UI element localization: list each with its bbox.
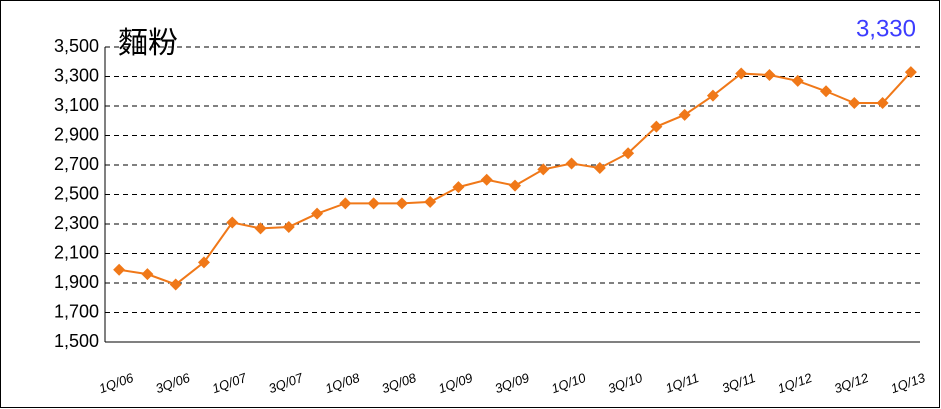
data-point (169, 278, 182, 291)
data-point (593, 161, 606, 174)
data-point (904, 66, 917, 79)
y-tick-label: 2,700 (54, 154, 99, 174)
data-point (537, 163, 550, 176)
data-point (282, 220, 295, 233)
data-point (141, 268, 154, 281)
data-point (339, 197, 352, 210)
y-tick-label: 2,100 (54, 242, 99, 262)
y-tick-label: 2,900 (54, 124, 99, 144)
data-point (424, 195, 437, 208)
annotation: 3,330 (856, 15, 916, 42)
data-point (254, 222, 267, 235)
data-point (395, 197, 408, 210)
data-point (622, 147, 635, 160)
data-point (706, 89, 719, 102)
y-tick-label: 1,700 (54, 301, 99, 321)
data-point (452, 181, 465, 194)
data-point (848, 97, 861, 110)
data-point (226, 216, 239, 229)
data-point (509, 179, 521, 192)
data-point (876, 97, 889, 110)
data-point (480, 173, 493, 186)
data-point (735, 67, 748, 80)
y-tick-label: 3,100 (54, 95, 99, 115)
chart-title: 麵粉 (118, 27, 178, 60)
data-point (311, 207, 324, 220)
data-point (197, 256, 210, 269)
data-point (113, 263, 126, 276)
y-tick-label: 1,900 (54, 272, 99, 292)
data-point (565, 157, 578, 170)
data-point (791, 74, 804, 87)
data-point (367, 197, 380, 210)
y-tick-label: 1,500 (54, 331, 99, 351)
data-point (678, 108, 691, 121)
y-tick-label: 3,300 (54, 65, 99, 85)
data-point (650, 120, 663, 133)
y-tick-label: 2,500 (54, 183, 99, 203)
y-tick-label: 3,500 (54, 36, 99, 56)
data-point (820, 85, 833, 98)
y-tick-label: 2,300 (54, 213, 99, 233)
data-point (763, 69, 776, 82)
